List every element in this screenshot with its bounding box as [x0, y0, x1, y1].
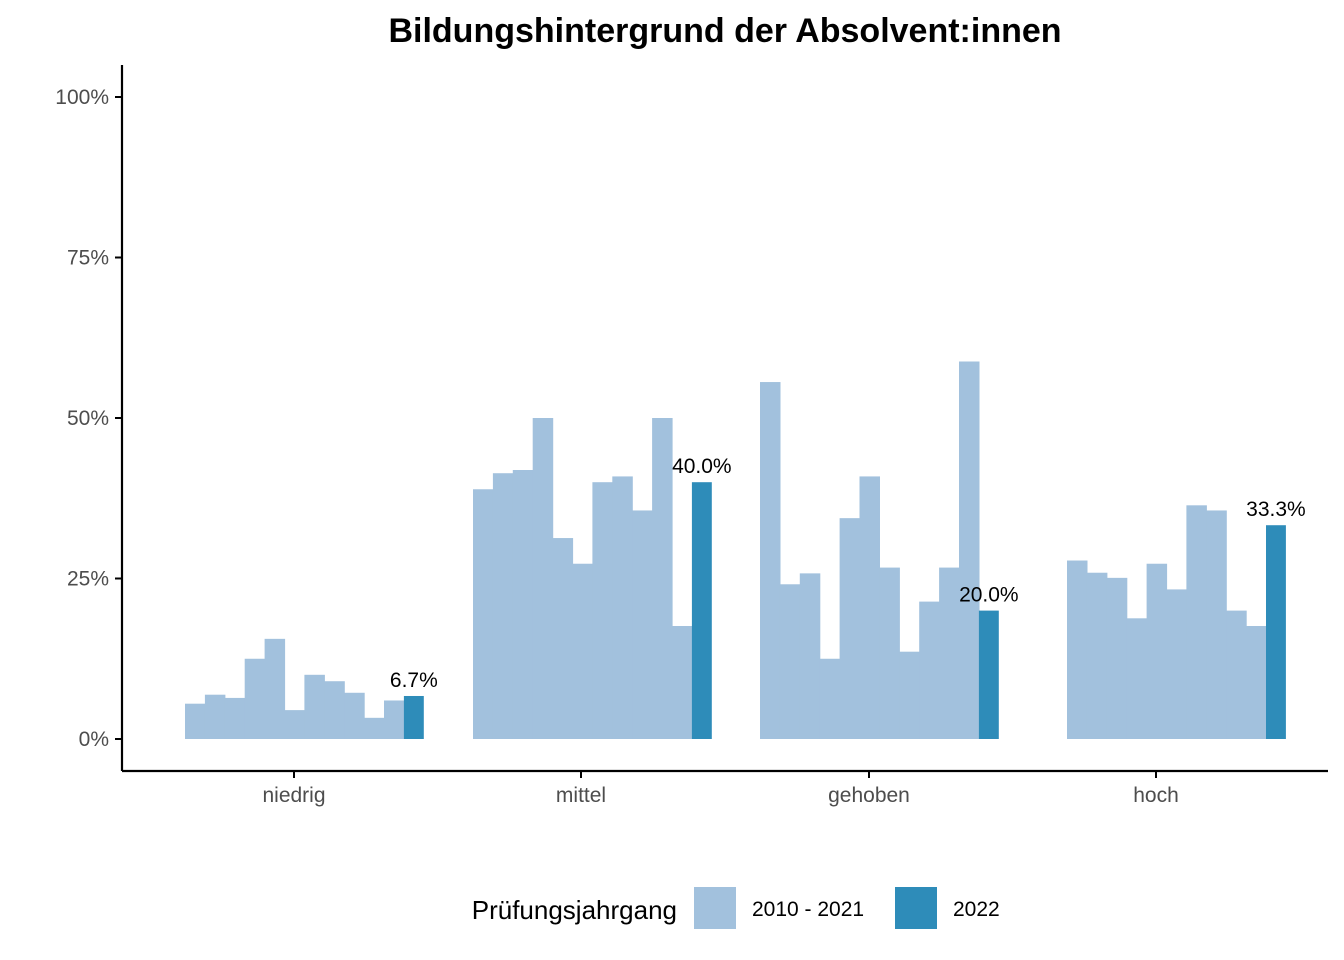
legend-label-2022: 2022 — [953, 898, 1000, 921]
bar-hoch-historical — [1246, 626, 1267, 739]
bar-gehoben-historical — [779, 584, 801, 739]
x-tick-label-niedrig: niedrig — [262, 784, 325, 807]
bar-niedrig-historical — [204, 694, 226, 739]
bar-mittel-historical — [632, 510, 653, 739]
bar-niedrig-historical — [324, 681, 345, 739]
bar-niedrig-historical — [264, 638, 286, 739]
bar-gehoben-historical — [799, 573, 821, 739]
bar-hoch-historical — [1206, 510, 1227, 739]
bar-gehoben-historical — [839, 518, 861, 739]
bar-niedrig-historical — [224, 697, 246, 739]
legend-key-2022 — [895, 887, 937, 929]
bar-mittel-historical — [492, 473, 514, 739]
x-tick-label-gehoben: gehoben — [828, 784, 910, 807]
bar-hoch-historical — [1067, 560, 1088, 739]
bar-gehoben-historical — [819, 658, 841, 739]
current-year-bars — [403, 482, 1286, 739]
bar-hoch-historical — [1186, 505, 1207, 739]
bar-mittel-historical — [473, 489, 494, 739]
data-label-niedrig-2022: 6.7% — [390, 669, 438, 692]
bar-hoch-historical — [1086, 572, 1108, 739]
data-label-hoch-2022: 33.3% — [1246, 498, 1306, 521]
legend: Prüfungsjahrgang 2010 - 2021 2022 — [472, 887, 1000, 929]
bar-gehoben-historical — [859, 476, 880, 739]
x-tick-label-hoch: hoch — [1133, 784, 1179, 807]
bar-niedrig-historical — [284, 710, 305, 739]
y-tick-label: 100% — [55, 86, 109, 109]
bar-niedrig-historical — [185, 703, 206, 739]
bar-niedrig-historical — [384, 700, 405, 739]
bar-niedrig-historical — [344, 692, 365, 739]
bar-mittel-historical — [512, 470, 534, 739]
bar-mittel-historical — [652, 418, 673, 739]
x-axis-ticks: niedrig mittel gehoben hoch — [262, 771, 1179, 807]
bar-gehoben-historical — [879, 567, 900, 739]
bar-niedrig-historical — [244, 658, 266, 739]
bar-niedrig-historical — [304, 674, 325, 739]
bar-hoch-historical — [1226, 610, 1247, 739]
bar-niedrig-2022 — [403, 695, 424, 739]
bar-mittel-historical — [552, 538, 574, 739]
legend-title: Prüfungsjahrgang — [472, 895, 677, 925]
legend-label-2010-2021: 2010 - 2021 — [752, 898, 864, 921]
chart-title: Bildungshintergrund der Absolvent:innen — [388, 12, 1061, 50]
bar-hoch-historical — [1106, 577, 1128, 739]
bar-hoch-2022 — [1266, 525, 1286, 739]
bar-mittel-historical — [672, 626, 693, 739]
data-label-gehoben-2022: 20.0% — [959, 584, 1019, 607]
data-label-mittel-2022: 40.0% — [672, 455, 732, 478]
bar-gehoben-historical — [899, 651, 920, 739]
bar-niedrig-historical — [364, 717, 385, 739]
bar-mittel-historical — [532, 418, 554, 739]
historical-bars — [185, 361, 1267, 739]
bar-mittel-historical — [572, 563, 593, 739]
y-tick-label: 75% — [67, 247, 109, 270]
bar-mittel-historical — [592, 482, 613, 739]
bar-gehoben-2022 — [978, 610, 999, 739]
bar-mittel-historical — [612, 476, 633, 739]
y-tick-label: 50% — [67, 407, 109, 430]
bar-gehoben-historical — [959, 361, 980, 739]
data-labels: 6.7% 40.0% 20.0% 33.3% — [390, 455, 1306, 692]
bar-gehoben-historical — [760, 382, 781, 739]
bar-hoch-historical — [1166, 589, 1187, 739]
bar-hoch-historical — [1146, 563, 1168, 739]
y-axis-ticks: 0% 25% 50% 75% 100% — [55, 86, 122, 751]
x-tick-label-mittel: mittel — [556, 784, 606, 807]
legend-key-2010-2021 — [694, 887, 736, 929]
bar-hoch-historical — [1126, 618, 1148, 739]
bar-gehoben-historical — [939, 567, 960, 739]
bar-gehoben-historical — [919, 601, 940, 739]
y-tick-label: 25% — [67, 568, 109, 591]
y-tick-label: 0% — [79, 728, 109, 751]
bar-mittel-2022 — [691, 482, 712, 739]
